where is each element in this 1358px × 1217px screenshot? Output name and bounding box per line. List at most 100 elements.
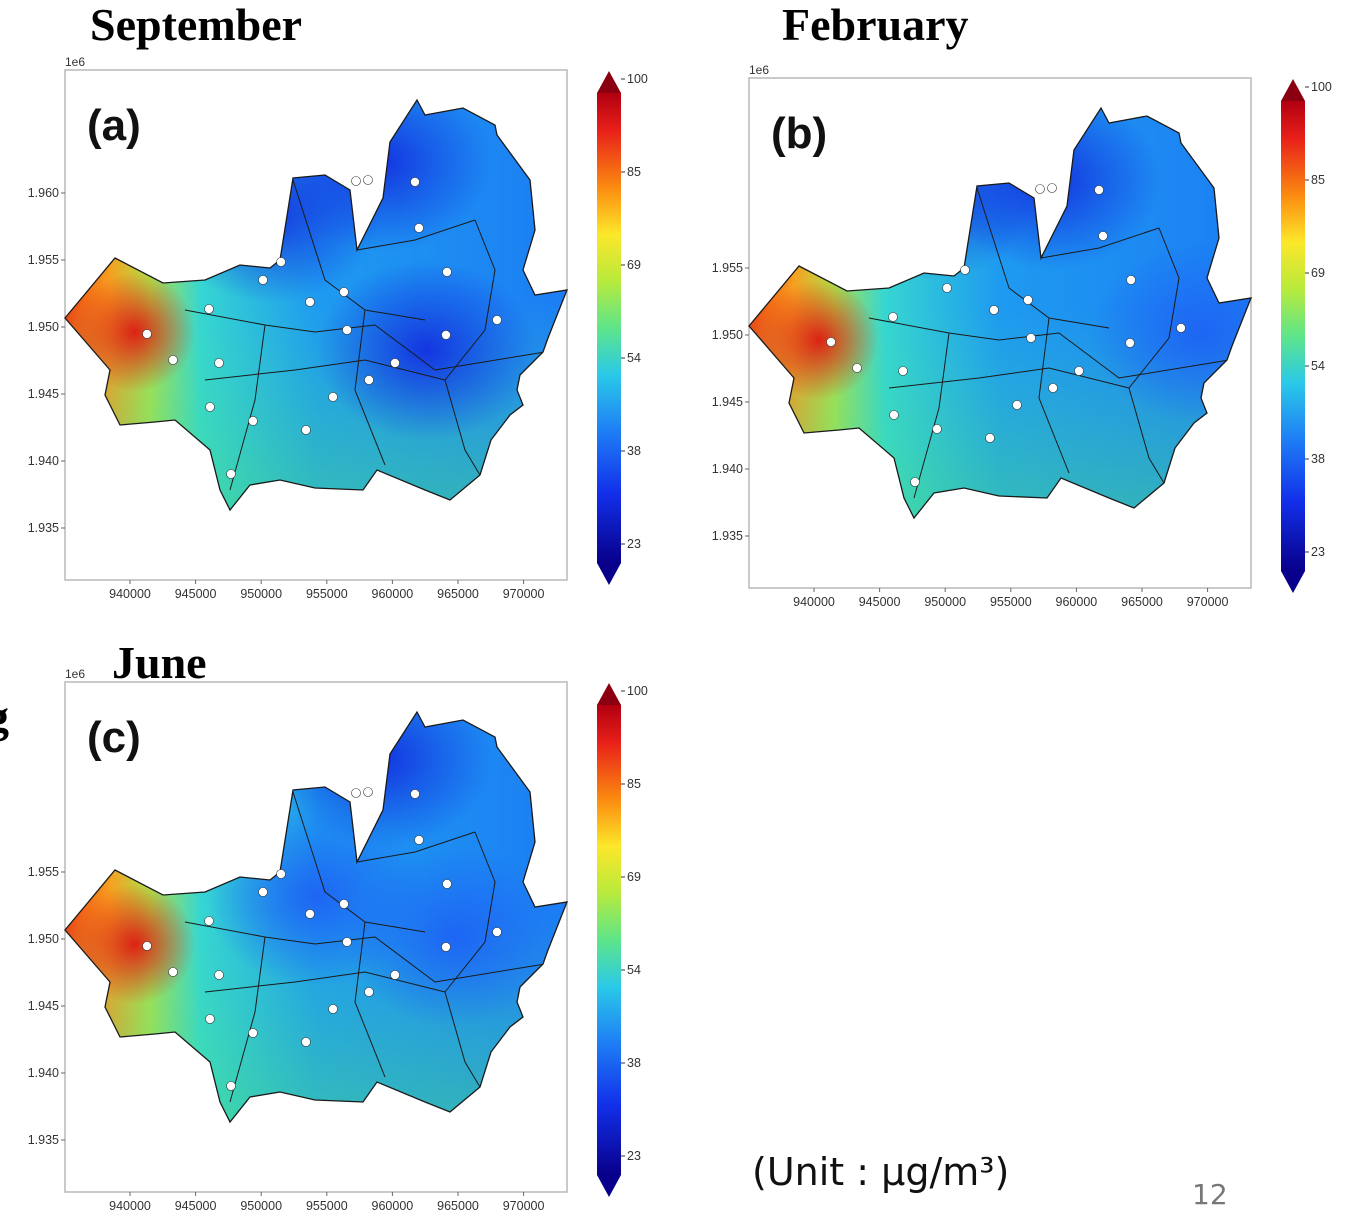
stray-cropped-letter: g xyxy=(0,690,9,743)
district-boundary xyxy=(229,324,266,491)
monitoring-station-marker xyxy=(305,297,315,307)
y-tick-label: 1.940 xyxy=(28,454,59,468)
monitoring-station-marker xyxy=(305,909,315,919)
monitoring-station-marker xyxy=(226,469,236,479)
district-boundary xyxy=(1128,387,1165,484)
monitoring-station-marker xyxy=(932,424,942,434)
monitoring-station-marker xyxy=(364,987,374,997)
colorbar-tick-label: 38 xyxy=(627,444,641,458)
x-tick-label: 965000 xyxy=(437,587,479,601)
monitoring-station-marker xyxy=(390,970,400,980)
low-concentration-area xyxy=(1090,243,1251,423)
monitoring-station-marker xyxy=(142,941,152,951)
colorbar-max-arrow xyxy=(1281,79,1305,101)
colorbar-tick-label: 69 xyxy=(627,258,641,272)
unit-label: (Unit : μg/m³) xyxy=(752,1150,1010,1194)
y-tick-label: 1.955 xyxy=(28,253,59,267)
monitoring-station-marker xyxy=(276,869,286,879)
axis-offset-label: 1e6 xyxy=(65,55,85,69)
map-panel-c: (c) 1e6 940000 945000 950000 955000 960000 9650… xyxy=(0,667,660,1217)
colorbar-tick-label: 100 xyxy=(627,72,648,86)
district-boundary xyxy=(356,219,476,251)
colorbar-min-arrow xyxy=(597,1175,621,1197)
x-tick-label: 965000 xyxy=(437,1199,479,1213)
monitoring-station-marker xyxy=(390,358,400,368)
x-tick-label: 960000 xyxy=(1056,595,1098,609)
monitoring-station-marker xyxy=(204,304,214,314)
district-boundary xyxy=(444,379,481,476)
west-hotspot xyxy=(75,272,195,392)
monitoring-station-marker xyxy=(1074,366,1084,376)
monitoring-station-marker xyxy=(1176,323,1186,333)
monitoring-station-marker xyxy=(168,355,178,365)
map-svg-a: (a) 1e6 940000 945000 950000 955000 960000 9650… xyxy=(28,55,648,601)
colorbar-tick-label: 69 xyxy=(1311,266,1325,280)
y-tick-label: 1.955 xyxy=(712,261,743,275)
monitoring-station-marker xyxy=(441,942,451,952)
panel-label: (c) xyxy=(87,713,141,762)
colorbar xyxy=(1281,101,1305,571)
monitoring-station-marker xyxy=(492,315,502,325)
y-tick-label: 1.945 xyxy=(28,999,59,1013)
west-hotspot xyxy=(75,884,195,1004)
y-tick-label: 1.950 xyxy=(28,932,59,946)
colorbar-max-arrow xyxy=(597,71,621,93)
city-outline xyxy=(64,710,569,1124)
district-boundary xyxy=(354,921,386,1078)
monitoring-station-marker xyxy=(168,967,178,977)
district-boundary xyxy=(354,309,386,466)
colorbar-tick-label: 85 xyxy=(627,165,641,179)
monitoring-station-marker xyxy=(258,887,268,897)
colorbar-tick-label: 23 xyxy=(627,537,641,551)
monitoring-station-marker xyxy=(414,835,424,845)
colorbar-tick-label: 54 xyxy=(1311,359,1325,373)
colorbar-tick-label: 85 xyxy=(1311,173,1325,187)
monitoring-station-marker xyxy=(410,789,420,799)
monitoring-station-marker xyxy=(351,788,361,798)
concentration-field xyxy=(65,100,567,510)
monitoring-station-marker xyxy=(410,177,420,187)
district-boundary xyxy=(356,831,476,863)
monitoring-station-marker xyxy=(205,1014,215,1024)
x-tick-label: 955000 xyxy=(306,1199,348,1213)
district-boundary xyxy=(204,971,446,993)
x-tick-label: 940000 xyxy=(109,1199,151,1213)
y-tick-label: 1.940 xyxy=(28,1066,59,1080)
district-boundary xyxy=(204,359,446,381)
monitoring-station-marker xyxy=(339,287,349,297)
x-tick-label: 955000 xyxy=(990,595,1032,609)
monitoring-station-marker xyxy=(339,899,349,909)
monitoring-station-marker xyxy=(1047,183,1057,193)
monitoring-station-marker xyxy=(442,267,452,277)
monitoring-station-marker xyxy=(1012,400,1022,410)
x-tick-label: 940000 xyxy=(109,587,151,601)
y-tick-label: 1.940 xyxy=(712,462,743,476)
monitoring-station-marker xyxy=(1125,338,1135,348)
monitoring-station-marker xyxy=(276,257,286,267)
monitoring-station-marker xyxy=(888,312,898,322)
district-boundary xyxy=(1040,227,1160,259)
x-tick-label: 970000 xyxy=(1187,595,1229,609)
colorbar-tick-label: 100 xyxy=(1311,80,1332,94)
colorbar xyxy=(597,93,621,563)
monitoring-station-marker xyxy=(258,275,268,285)
low-concentration-area xyxy=(316,260,537,441)
y-tick-label: 1.950 xyxy=(28,320,59,334)
monitoring-station-marker xyxy=(351,176,361,186)
y-tick-label: 1.935 xyxy=(28,521,59,535)
monitoring-station-marker xyxy=(960,265,970,275)
monitoring-station-marker xyxy=(1026,333,1036,343)
axis-offset-label: 1e6 xyxy=(65,667,85,681)
colorbar-tick-label: 23 xyxy=(1311,545,1325,559)
district-boundary xyxy=(229,936,266,1103)
x-tick-label: 950000 xyxy=(924,595,966,609)
low-concentration-area xyxy=(346,847,567,1027)
x-tick-label: 960000 xyxy=(372,1199,414,1213)
map-panel-a: (a) 1e6 940000 945000 950000 955000 960000 9650… xyxy=(0,55,660,605)
x-tick-label: 940000 xyxy=(793,595,835,609)
colorbar-tick-label: 38 xyxy=(1311,452,1325,466)
y-tick-label: 1.945 xyxy=(28,387,59,401)
colorbar-tick-label: 85 xyxy=(627,777,641,791)
y-tick-label: 1.935 xyxy=(28,1133,59,1147)
x-tick-label: 950000 xyxy=(240,1199,282,1213)
